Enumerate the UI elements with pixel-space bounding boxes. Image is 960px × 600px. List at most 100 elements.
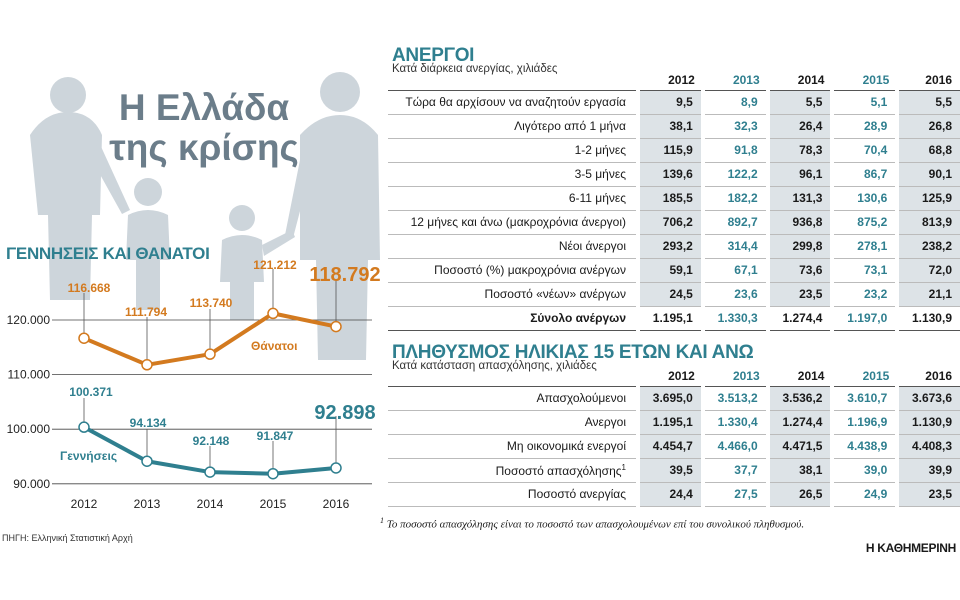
unemployed-table-row: 3-5 μήνες 139,6 122,2 96,1 86,7 90,1 [388, 162, 960, 187]
unemployed-table-row: Λιγότερο από 1 μήνα 38,1 32,3 26,4 28,9 26,8 [388, 114, 960, 139]
unemployed-cell-2014: 299,8 [765, 234, 833, 259]
unemployed-cell-2012: 185,5 [636, 186, 703, 211]
unemployed-row-label: 1-2 μήνες [388, 138, 638, 163]
population-row-label-text: Απασχολούμενοι [536, 391, 626, 405]
population-cell-2012: 1.195,1 [636, 410, 703, 435]
unemployed-cell-2013: 892,7 [700, 210, 768, 235]
x-tick-label: 2016 [323, 497, 350, 511]
population-title: ΠΛΗΘΥΣΜΟΣ ΗΛΙΚΙΑΣ 15 ΕΤΩΝ ΚΑΙ ΑΝΩ [392, 342, 754, 363]
population-cell-2015: 4.438,9 [830, 434, 898, 459]
population-table-row: Μη οικονομικά ενεργοί 4.454,7 4.466,0 4.471… [388, 434, 960, 459]
births-point [204, 466, 216, 478]
main-title-line1: Η Ελλάδα [118, 87, 290, 128]
population-row-label-text: Ποσοστό απασχόλησης [495, 463, 622, 478]
unemployed-cell-2012: 9,5 [636, 90, 703, 115]
unemployed-row-label: 6-11 μήνες [388, 186, 638, 211]
births-point [141, 455, 153, 467]
unemployed-row-label: Λιγότερο από 1 μήνα [388, 114, 638, 139]
population-table-row: Ανεργοι 1.195,1 1.330,4 1.274,4 1.196,9 1.130… [388, 410, 960, 435]
population-cell-2013: 3.513,2 [700, 386, 768, 411]
unemployed-row-label: Σύνολο ανέργων [388, 306, 638, 331]
unemployed-cell-2015: 5,1 [830, 90, 898, 115]
deaths-point [330, 320, 342, 333]
population-cell-2015: 39,0 [830, 458, 898, 483]
deaths-point [204, 348, 216, 360]
unemployed-cell-2013: 182,2 [700, 186, 768, 211]
unemployed-row-label-text: Λιγότερο από 1 μήνα [514, 119, 626, 133]
unemployed-cell-2013: 23,6 [700, 282, 768, 307]
footnote-text: Το ποσοστό απασχόλησης είναι το ποσοστό … [384, 518, 805, 531]
y-tick-label: 90.000 [13, 477, 50, 491]
unemployed-cell-2016: 238,2 [895, 234, 960, 259]
unemployed-row-label: 3-5 μήνες [388, 162, 638, 187]
births-value-label: 100.371 [69, 385, 113, 399]
population-cell-2013: 1.330,4 [700, 410, 768, 435]
unemployed-row-label-text: Ποσοστό «νέων» ανέργων [484, 287, 626, 301]
main-title-line2: της κρίσης [109, 127, 299, 168]
unemployed-row-label: Τώρα θα αρχίσουν να αναζητούν εργασία [388, 90, 638, 115]
population-table-row: Ποσοστό απασχόλησης1 39,5 37,7 38,1 39,0 39,9 [388, 458, 960, 483]
population-cell-2016: 3.673,6 [895, 386, 960, 411]
population-cell-2016: 39,9 [895, 458, 960, 483]
unemployed-cell-2013: 91,8 [700, 138, 768, 163]
unemployed-cell-2016: 26,8 [895, 114, 960, 139]
births-point [330, 462, 342, 474]
unemployed-cell-2016: 5,5 [895, 90, 960, 115]
unemployed-row-label-text: 1-2 μήνες [574, 143, 626, 157]
population-cell-2016: 4.408,3 [895, 434, 960, 459]
x-tick-label: 2013 [134, 497, 161, 511]
births-value-label: 92.898 [314, 402, 375, 424]
unemployed-cell-2015: 875,2 [830, 210, 898, 235]
population-table: 2012 2013 2014 2015 2016 Απασχολούμενοι 3.695,… [388, 367, 960, 507]
unemployed-cell-2012: 139,6 [636, 162, 703, 187]
footnote-mark: 1 [380, 516, 384, 525]
unemployed-title: ΑΝΕΡΓΟΙ [392, 45, 475, 66]
unemployed-cell-2013: 32,3 [700, 114, 768, 139]
unemployed-cell-2014: 131,3 [765, 186, 833, 211]
population-cell-2014: 38,1 [765, 458, 833, 483]
population-year-header: 2016 [897, 367, 960, 387]
unemployed-cell-2014: 78,3 [765, 138, 833, 163]
population-row-label-sup: 1 [621, 462, 626, 472]
unemployed-cell-2013: 67,1 [700, 258, 768, 283]
unemployed-cell-2012: 706,2 [636, 210, 703, 235]
footnote: 1 Το ποσοστό απασχόλησης είναι το ποσοστ… [380, 516, 804, 531]
unemployed-table: 2012 2013 2014 2015 2016 Τώρα θα αρχίσουν να … [388, 71, 960, 331]
unemployed-cell-2014: 5,5 [765, 90, 833, 115]
births-point [78, 421, 90, 433]
unemployed-cell-2012: 59,1 [636, 258, 703, 283]
unemployed-cell-2015: 28,9 [830, 114, 898, 139]
x-tick-label: 2012 [71, 497, 98, 511]
unemployed-cell-2012: 38,1 [636, 114, 703, 139]
unemployed-row-label-text: 6-11 μήνες [568, 191, 626, 205]
unemployed-cell-2015: 23,2 [830, 282, 898, 307]
population-table-row: Απασχολούμενοι 3.695,0 3.513,2 3.536,2 3.610… [388, 386, 960, 411]
unemployed-table-row: 6-11 μήνες 185,5 182,2 131,3 130,6 125,9 [388, 186, 960, 211]
population-row-label: Ανεργοι [388, 410, 638, 435]
unemployed-cell-2012: 115,9 [636, 138, 703, 163]
unemployed-table-row: 12 μήνες και άνω (μακροχρόνια άνεργοι) 70… [388, 210, 960, 235]
unemployed-row-label-text: 3-5 μήνες [574, 167, 626, 181]
unemployed-cell-2012: 1.195,1 [636, 306, 703, 331]
population-cell-2016: 23,5 [895, 482, 960, 507]
left-panel: Η Ελλάδα της κρίσης ΓΕΝΝΗΣΕΙΣ ΚΑΙ ΘΑΝΑΤΟ… [0, 0, 385, 560]
unemployed-cell-2016: 21,1 [895, 282, 960, 307]
population-row-label-text: Ανεργοι [584, 415, 626, 429]
deaths-value-label: 111.794 [125, 305, 167, 319]
unemployed-header-blank [388, 71, 638, 91]
population-table-row: Ποσοστό ανεργίας 24,4 27,5 26,5 24,9 23,5 [388, 482, 960, 507]
unemployed-cell-2013: 1.330,3 [700, 306, 768, 331]
population-cell-2014: 1.274,4 [765, 410, 833, 435]
unemployed-cell-2015: 278,1 [830, 234, 898, 259]
deaths-point [267, 307, 279, 320]
unemployed-row-label: Νέοι άνεργοι [388, 234, 638, 259]
unemployed-cell-2013: 314,4 [700, 234, 768, 259]
unemployed-year-header: 2013 [702, 71, 768, 91]
unemployed-cell-2014: 1.274,4 [765, 306, 833, 331]
population-row-label: Ποσοστό απασχόλησης1 [388, 458, 638, 483]
deaths-value-label: 121.212 [253, 258, 297, 272]
population-cell-2014: 4.471,5 [765, 434, 833, 459]
population-cell-2013: 4.466,0 [700, 434, 768, 459]
population-cell-2012: 4.454,7 [636, 434, 703, 459]
unemployed-cell-2015: 1.197,0 [830, 306, 898, 331]
